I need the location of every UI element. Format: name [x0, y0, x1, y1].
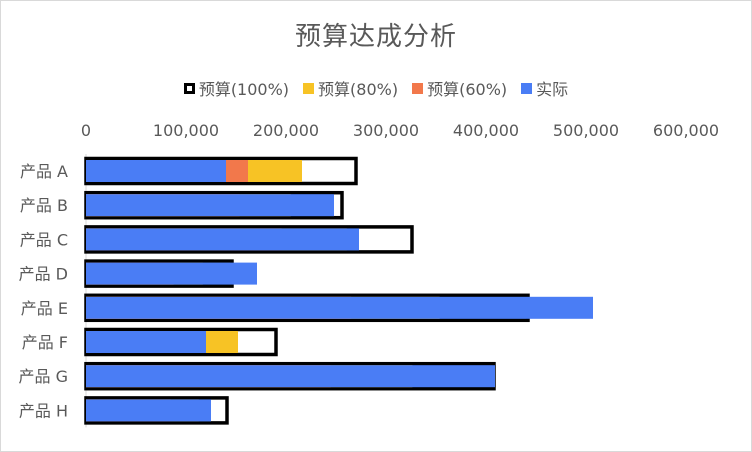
legend-swatch-budget-100: [183, 82, 195, 94]
x-tick-label: 600,000: [653, 121, 719, 140]
chart-title: 预算达成分析: [294, 22, 457, 52]
bar-actual: [86, 399, 211, 422]
legend-swatch-actual: [521, 82, 533, 94]
x-tick-label: 500,000: [553, 121, 619, 140]
x-tick-label: 200,000: [253, 121, 319, 140]
bar-actual: [86, 331, 206, 353]
category-label: 产品 G: [19, 367, 69, 386]
bar-actual: [86, 262, 257, 285]
bar-actual: [86, 160, 226, 182]
legend-swatch-budget-60: [412, 82, 424, 94]
category-label: 产品 C: [20, 230, 68, 249]
legend-item-budget-80: 预算(80%): [303, 76, 398, 100]
bar-actual: [86, 228, 359, 251]
legend: 预算(100%) 预算(80%) 预算(60%) 实际: [0, 76, 752, 100]
legend-label-budget-100: 预算(100%): [198, 80, 290, 99]
category-label: 产品 B: [20, 196, 68, 215]
bar-actual: [86, 365, 495, 388]
category-label: 产品 H: [19, 401, 68, 420]
legend-label-actual: 实际: [536, 80, 569, 99]
legend-item-budget-60: 预算(60%): [412, 76, 507, 100]
category-label: 产品 A: [20, 162, 68, 181]
legend-label-budget-80: 预算(80%): [318, 80, 399, 99]
bar-actual: [86, 194, 334, 217]
category-label: 产品 D: [19, 265, 68, 284]
legend-item-budget-100: 预算(100%): [183, 76, 290, 100]
x-tick-label: 100,000: [153, 121, 219, 140]
category-label: 产品 E: [21, 299, 68, 318]
x-tick-label: 0: [81, 121, 91, 140]
legend-item-actual: 实际: [521, 76, 568, 100]
x-tick-label: 300,000: [353, 121, 419, 140]
legend-swatch-budget-80: [303, 82, 315, 94]
category-label: 产品 F: [22, 333, 68, 352]
x-tick-label: 400,000: [453, 121, 519, 140]
bar-actual: [86, 296, 593, 319]
legend-label-budget-60: 预算(60%): [427, 80, 508, 99]
